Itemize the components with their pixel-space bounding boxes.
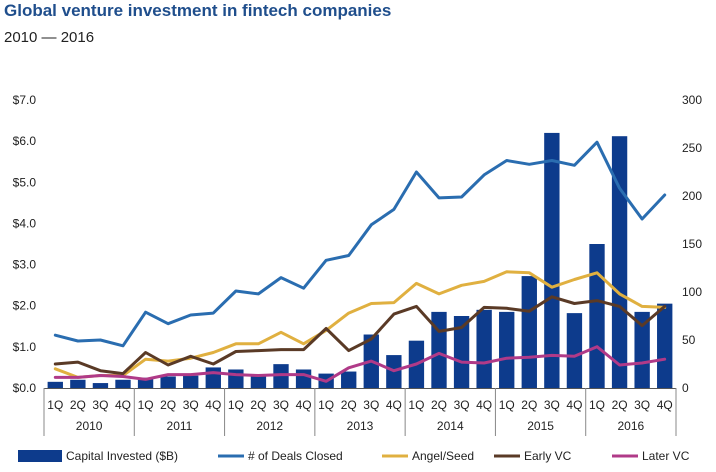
series-line-of-deals-closed (53, 140, 667, 348)
x-tick-label-year: 2010 (76, 419, 103, 433)
y-right-tick-label: 300 (682, 93, 702, 107)
x-tick-label-quarter: 4Q (386, 398, 402, 412)
bar-capital-invested (341, 371, 357, 388)
x-tick-label-quarter: 4Q (566, 398, 582, 412)
legend-swatch-bar (18, 450, 62, 462)
bar-capital-invested (47, 381, 63, 388)
x-tick-label-quarter: 3Q (183, 398, 199, 412)
x-tick-label-year: 2012 (256, 419, 283, 433)
x-tick-label-quarter: 3Q (92, 398, 108, 412)
x-tick-label-quarter: 1Q (228, 398, 244, 412)
bar-capital-invested (476, 309, 492, 388)
x-tick-label-quarter: 1Q (318, 398, 334, 412)
x-tick-label-quarter: 3Q (544, 398, 560, 412)
bar-capital-invested (70, 379, 86, 388)
y-left-tick-label: $1.0 (13, 340, 37, 354)
x-tick-label-quarter: 3Q (634, 398, 650, 412)
x-tick-label-quarter: 4Q (476, 398, 492, 412)
legend-label: Later VC (642, 449, 690, 463)
y-right-tick-label: 250 (682, 141, 702, 155)
bar-capital-invested (183, 375, 199, 388)
x-tick-label-quarter: 2Q (521, 398, 537, 412)
chart-subtitle: 2010 — 2016 (4, 29, 95, 46)
bar-capital-invested (453, 316, 470, 388)
bar-capital-invested (250, 375, 267, 388)
legend-label: Capital Invested ($B) (66, 449, 178, 463)
x-tick-label-quarter: 1Q (589, 398, 605, 412)
x-tick-label-quarter: 3Q (273, 398, 289, 412)
series-line-early-vc (53, 295, 667, 376)
x-tick-label-quarter: 1Q (47, 398, 63, 412)
legend-label: Angel/Seed (412, 449, 474, 463)
x-tick-label-quarter: 1Q (499, 398, 515, 412)
bar-capital-invested (634, 311, 650, 388)
x-tick-label-quarter: 4Q (296, 398, 312, 412)
y-left-tick-label: $2.0 (13, 299, 37, 313)
bar-capital-invested (566, 313, 583, 388)
bar-capital-invested (205, 367, 221, 388)
bar-capital-invested (544, 132, 560, 388)
x-tick-label-quarter: 2Q (250, 398, 266, 412)
bar-capital-invested (115, 379, 131, 388)
bar-capital-invested (499, 311, 515, 388)
x-tick-label-quarter: 1Q (408, 398, 424, 412)
x-tick-label-quarter: 3Q (363, 398, 379, 412)
y-right-tick-label: 0 (682, 381, 689, 395)
x-tick-label-quarter: 1Q (138, 398, 154, 412)
y-left-tick-label: $0.0 (13, 381, 37, 395)
bar-capital-invested (295, 369, 312, 388)
bar-capital-invested (228, 369, 244, 388)
y-left-tick-label: $3.0 (13, 258, 37, 272)
bar-capital-invested (611, 136, 628, 388)
bar-capital-invested (589, 244, 605, 388)
y-left-tick-label: $4.0 (13, 216, 37, 230)
y-right-tick-label: 200 (682, 189, 702, 203)
y-left-tick-label: $7.0 (13, 93, 37, 107)
legend-label: Early VC (524, 449, 572, 463)
series-line-later-vc (53, 345, 667, 383)
x-tick-label-year: 2013 (347, 419, 374, 433)
y-right-tick-label: 50 (682, 333, 696, 347)
x-tick-label-quarter: 3Q (454, 398, 470, 412)
x-tick-label-year: 2016 (618, 419, 645, 433)
x-tick-label-year: 2011 (167, 419, 193, 433)
bar-capital-invested (657, 303, 673, 388)
x-tick-label-year: 2015 (527, 419, 554, 433)
legend-label: # of Deals Closed (248, 449, 343, 463)
x-tick-label-quarter: 2Q (431, 398, 447, 412)
bar-capital-invested (137, 377, 154, 388)
chart-title: Global venture investment in fintech com… (4, 1, 392, 20)
x-tick-label-year: 2014 (437, 419, 464, 433)
y-right-tick-label: 100 (682, 285, 702, 299)
x-tick-label-quarter: 4Q (657, 398, 673, 412)
x-tick-label-quarter: 2Q (612, 398, 628, 412)
bar-capital-invested (521, 276, 537, 388)
bar-capital-invested (160, 376, 176, 388)
y-left-tick-label: $5.0 (13, 175, 37, 189)
x-tick-label-quarter: 4Q (115, 398, 131, 412)
bar-capital-invested (92, 383, 109, 388)
x-tick-label-quarter: 2Q (70, 398, 86, 412)
y-right-tick-label: 150 (682, 237, 702, 251)
y-left-tick-label: $6.0 (13, 134, 37, 148)
x-tick-label-quarter: 4Q (205, 398, 221, 412)
x-tick-label-quarter: 2Q (160, 398, 176, 412)
x-tick-label-quarter: 2Q (341, 398, 357, 412)
